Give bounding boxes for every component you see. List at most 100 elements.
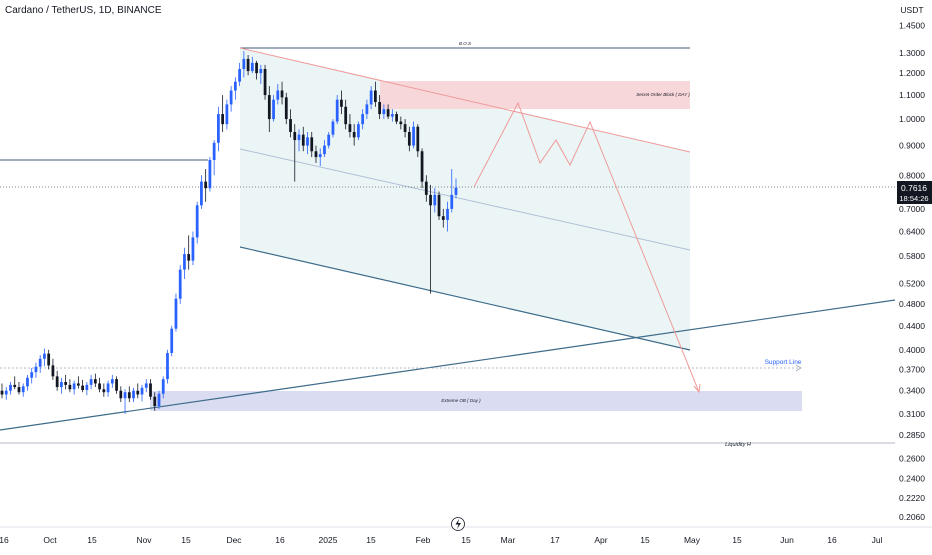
candle-body[interactable] [195,205,199,238]
candle-body[interactable] [157,393,161,407]
candle-body[interactable] [446,208,449,220]
candle-body[interactable] [140,387,144,395]
candle-body[interactable] [123,392,127,399]
candle-body[interactable] [34,366,38,373]
candle-body[interactable] [420,151,424,182]
candle-body[interactable] [246,58,250,72]
candle-body[interactable] [378,102,382,115]
candle-body[interactable] [233,81,237,91]
candle-body[interactable] [238,68,241,82]
candle-body[interactable] [331,121,335,135]
candle-body[interactable] [386,109,390,117]
candle-body[interactable] [242,58,246,69]
candle-body[interactable] [161,379,165,394]
candle-body[interactable] [132,390,135,399]
candle-body[interactable] [127,392,131,399]
candle-body[interactable] [297,134,301,141]
candle-body[interactable] [119,390,123,399]
candle-body[interactable] [399,121,403,125]
candle-body[interactable] [424,181,428,195]
candle-body[interactable] [272,99,275,120]
candle-body[interactable] [390,114,394,117]
candle-body[interactable] [301,134,305,146]
candle-body[interactable] [170,328,174,353]
candle-body[interactable] [407,131,411,146]
candle-body[interactable] [395,114,398,122]
candle-body[interactable] [314,151,318,158]
candle-body[interactable] [306,137,309,146]
ascending-trendline[interactable] [0,299,896,431]
candle-body[interactable] [26,377,29,387]
candle-body[interactable] [174,298,178,329]
candle-body[interactable] [85,384,89,390]
candle-body[interactable] [208,159,212,189]
candle-body[interactable] [166,352,169,380]
candle-body[interactable] [38,358,42,367]
candle-body[interactable] [374,90,377,103]
candle-body[interactable] [183,254,186,270]
price-axis[interactable] [895,0,932,550]
candle-body[interactable] [98,383,101,390]
candle-body[interactable] [280,90,284,98]
candle-body[interactable] [144,383,148,388]
candle-body[interactable] [263,68,267,96]
candle-body[interactable] [0,390,4,395]
candle-body[interactable] [437,194,441,217]
candle-body[interactable] [60,382,63,388]
candle-body[interactable] [221,114,225,125]
candle-body[interactable] [357,124,360,138]
candle-body[interactable] [200,181,203,206]
candle-body[interactable] [276,90,280,100]
time-axis[interactable] [0,527,895,550]
candle-body[interactable] [76,383,80,386]
candle-body[interactable] [327,134,331,146]
candle-body[interactable] [369,90,373,105]
candle-body[interactable] [30,372,34,378]
channel-bottom-line[interactable] [239,246,691,351]
candle-body[interactable] [106,383,110,393]
candle-body[interactable] [382,109,386,115]
candle-body[interactable] [64,382,68,385]
candle-body[interactable] [352,131,356,138]
candle-body[interactable] [153,396,157,407]
candle-body[interactable] [259,68,263,74]
candle-body[interactable] [450,194,454,209]
candle-body[interactable] [225,104,229,125]
candle-body[interactable] [191,237,195,261]
candle-body[interactable] [365,104,369,115]
channel-top-line[interactable] [239,47,691,153]
candle-body[interactable] [361,114,365,125]
candle-body[interactable] [102,389,106,393]
candle-body[interactable] [51,365,55,377]
candle-body[interactable] [43,353,46,359]
candle-body[interactable] [255,62,258,74]
candle-body[interactable] [289,119,292,132]
candle-body[interactable] [310,137,314,152]
channel-mid-line[interactable] [239,148,691,251]
candle-body[interactable] [412,126,415,146]
candle-body[interactable] [187,254,191,261]
candle-body[interactable] [89,379,93,385]
candle-body[interactable] [136,390,140,395]
candle-body[interactable] [217,114,220,143]
candle-body[interactable] [323,145,326,155]
candle-body[interactable] [318,154,322,158]
candle-body[interactable] [17,387,21,393]
candle-body[interactable] [335,99,339,122]
candle-body[interactable] [212,142,216,160]
candle-body[interactable] [429,194,432,206]
candle-body[interactable] [284,97,288,120]
candle-body[interactable] [81,385,84,390]
candle-body[interactable] [4,390,8,395]
candle-body[interactable] [178,269,182,299]
candle-body[interactable] [403,124,407,132]
candle-body[interactable] [93,379,97,384]
candle-body[interactable] [340,99,343,107]
candle-body[interactable] [344,106,348,125]
tradingview-logo-icon[interactable] [451,517,465,531]
candle-body[interactable] [68,384,72,390]
candle-body[interactable] [115,379,118,391]
candle-body[interactable] [416,126,420,152]
